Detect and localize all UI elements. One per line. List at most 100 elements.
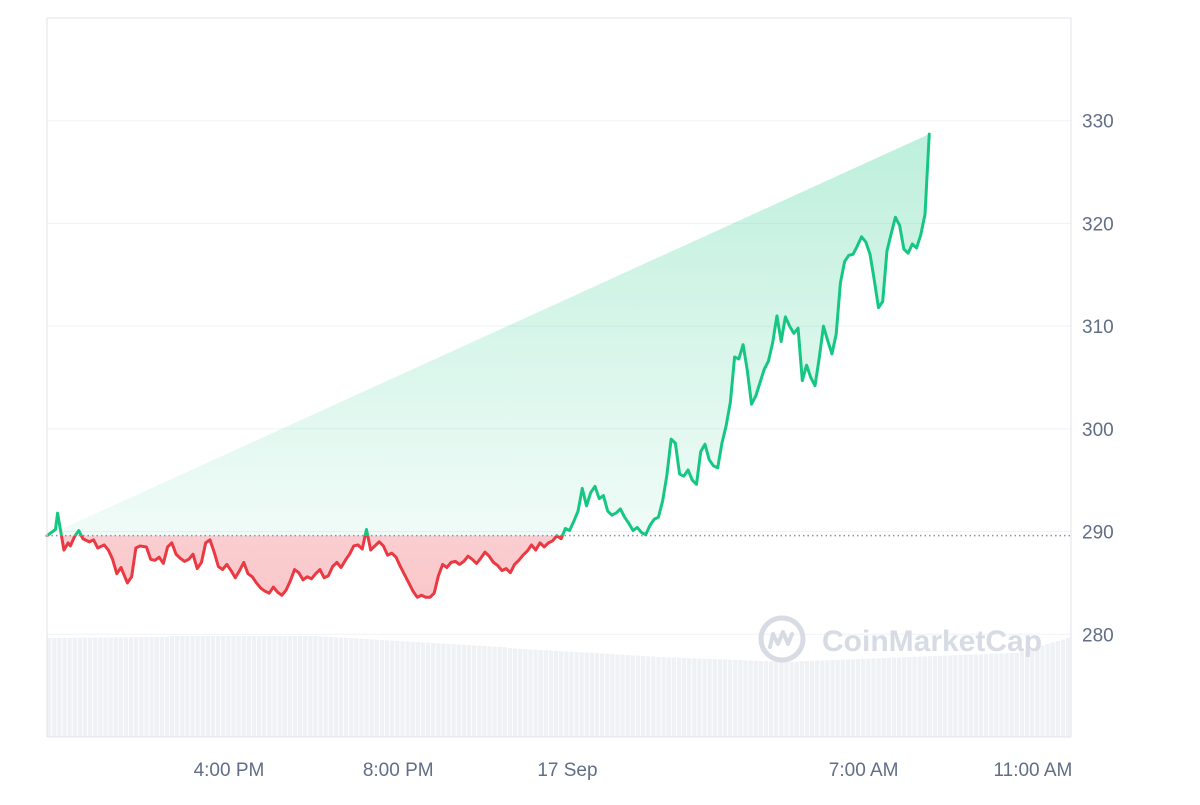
volume-bar [185, 636, 190, 737]
volume-bar [507, 648, 513, 737]
volume-bar [169, 636, 175, 737]
volume-bar [262, 636, 267, 737]
volume-bar [738, 660, 743, 737]
volume-bar [1009, 653, 1014, 737]
volume-bar [62, 637, 67, 737]
volume-bar [195, 636, 200, 737]
volume-bar [471, 645, 477, 737]
x-tick-label: 8:00 PM [363, 760, 434, 781]
x-tick-label: 17 Sep [537, 760, 597, 781]
axes [46, 17, 1072, 738]
volume-bar [871, 658, 876, 737]
volume-bar [441, 643, 446, 737]
volume-bar [354, 638, 359, 737]
volume-bar [548, 650, 554, 737]
volume-bar [328, 636, 333, 737]
volume-bar [702, 658, 707, 737]
volume-bar [789, 661, 794, 737]
volume-bar [594, 653, 600, 737]
volume-bar [902, 657, 907, 737]
volume-bar [175, 636, 180, 737]
volume-bar [569, 651, 574, 737]
volume-bar [374, 639, 380, 737]
volume-bar [804, 661, 810, 737]
volume-bar [164, 636, 170, 737]
volume-bar [932, 656, 938, 737]
volume-bar [553, 650, 559, 737]
volume-bar [958, 655, 963, 737]
volume-bar [1035, 647, 1040, 737]
volume-bar [384, 640, 390, 737]
volume-bar [748, 660, 753, 737]
volume-bar [221, 636, 226, 737]
x-tick-label: 4:00 PM [194, 760, 265, 781]
volume-bar [154, 636, 159, 737]
volume-bar [779, 661, 784, 737]
volume-bar [574, 652, 579, 737]
volume-bar [425, 642, 431, 737]
volume-bar [687, 658, 692, 737]
volume-bar [543, 650, 548, 737]
volume-bar [231, 636, 236, 737]
volume-bar [948, 655, 953, 737]
volume-bar [630, 655, 636, 737]
volume-bar [410, 641, 415, 737]
volume-bar [103, 637, 108, 737]
volume-bar [999, 653, 1004, 737]
volume-bar [876, 658, 881, 737]
volume-bar [98, 637, 103, 737]
volume-bar [656, 656, 661, 737]
volume-bar [1030, 648, 1035, 737]
x-tick-label: 7:00 AM [829, 760, 899, 781]
volume-bar [635, 655, 641, 737]
volume-bar [67, 637, 72, 737]
volume-bar [461, 644, 467, 737]
volume-bar [1019, 651, 1025, 737]
price-line-down [45, 535, 647, 599]
volume-bar [338, 637, 344, 737]
volume-bar [896, 657, 902, 737]
price-line-up [45, 132, 931, 536]
volume-bar [400, 641, 405, 737]
volume-bar [620, 654, 625, 737]
volume-bar [431, 643, 436, 737]
volume-bar [768, 661, 774, 737]
volume-bar [57, 637, 62, 737]
volume-bar [881, 658, 886, 737]
volume-bar [415, 642, 420, 737]
volume-bar [128, 637, 134, 737]
volume-bar [226, 636, 231, 737]
volume-bar [1045, 644, 1050, 737]
volume-bar [651, 656, 656, 737]
volume-bar [318, 636, 323, 737]
volume-bar [436, 643, 441, 737]
volume-bar [267, 636, 272, 737]
volume-bar [697, 658, 702, 737]
volume-bar [722, 659, 728, 737]
volume-bars [47, 636, 1071, 737]
volume-bar [313, 636, 318, 737]
volume-bar [564, 651, 569, 737]
volume-bar [850, 659, 856, 737]
volume-bar [912, 656, 917, 737]
volume-bar [333, 637, 339, 737]
volume-bar [82, 637, 88, 737]
volume-bar [712, 659, 717, 737]
volume-bar [113, 637, 118, 737]
volume-bar [953, 655, 958, 737]
volume-bar [343, 637, 349, 737]
volume-bar [364, 639, 369, 737]
volume-bar [855, 659, 861, 737]
volume-bar [405, 641, 410, 737]
volume-bar [139, 637, 144, 737]
volume-bar [287, 636, 292, 737]
volume-bar [830, 660, 835, 737]
volume-bar [994, 653, 999, 737]
volume-bar [149, 636, 154, 737]
volume-bar [1024, 650, 1030, 737]
volume-bar [625, 655, 630, 737]
volume-bar [579, 652, 584, 737]
volume-bar [47, 638, 52, 737]
volume-bar [297, 636, 303, 737]
y-tick-label: 300 [1082, 420, 1114, 441]
